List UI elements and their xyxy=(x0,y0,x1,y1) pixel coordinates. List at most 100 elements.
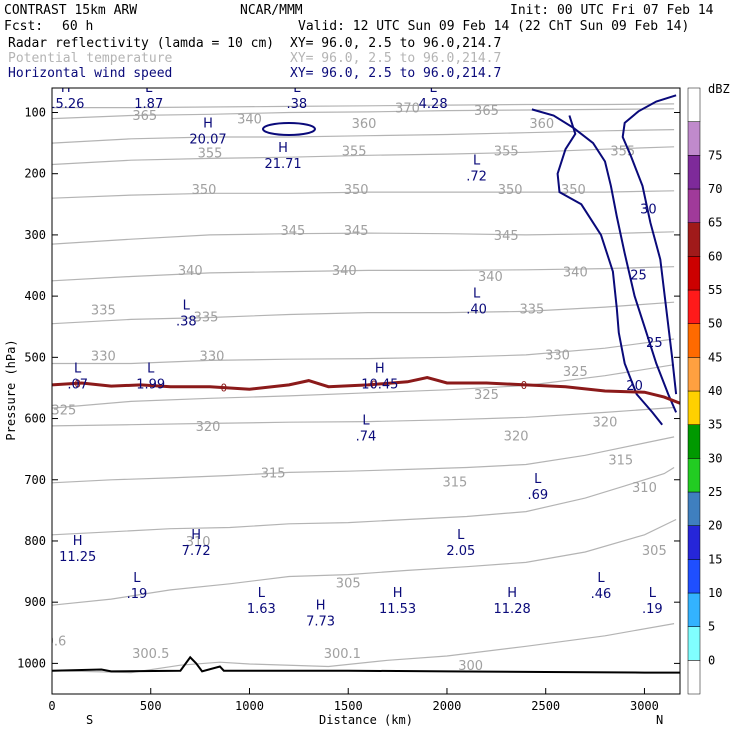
fcst-value: 60 h xyxy=(62,19,93,34)
colorbar-swatch xyxy=(687,660,701,695)
extremum-value: 20.07 xyxy=(189,133,226,148)
theta-contour-315 xyxy=(52,436,675,484)
theta-contour-310 xyxy=(52,466,675,536)
theta-contour-325 xyxy=(52,364,675,409)
theta-contour-335 xyxy=(52,301,675,325)
colorbar-swatch xyxy=(687,256,701,291)
colorbar-swatch xyxy=(687,357,701,392)
field-xy-1: XY= 96.0, 2.5 to 96.0,214.7 xyxy=(290,51,501,66)
extremum-value: .46 xyxy=(591,587,612,602)
theta-label: 350 xyxy=(344,183,369,198)
wind-contours xyxy=(261,94,678,426)
colorbar-swatch xyxy=(687,592,701,627)
colorbar-level: 60 xyxy=(708,249,722,263)
x-tick-label: 2500 xyxy=(531,699,560,713)
extremum-letter: H xyxy=(191,528,201,543)
colorbar-swatch xyxy=(687,491,701,526)
theta-label: 325 xyxy=(563,365,588,380)
extremum-value: 10.45 xyxy=(361,378,398,393)
x-tick-label: 0 xyxy=(48,699,55,713)
terrain-surface xyxy=(52,655,680,674)
theta-label: 350 xyxy=(561,183,586,198)
colorbar-swatch xyxy=(687,155,701,190)
extremum-letter: L xyxy=(133,571,141,586)
reflectivity-label: 0 xyxy=(371,378,378,391)
valid-time: Valid: 12 UTC Sun 09 Feb 14 (22 ChT Sun … xyxy=(298,19,689,34)
extremum-value: .74 xyxy=(356,430,377,445)
colorbar-swatch xyxy=(687,626,701,661)
wind-contour-small xyxy=(261,122,316,137)
y-tick-label: 500 xyxy=(24,350,46,364)
theta-contour-370 xyxy=(52,103,675,109)
extremum-value: .07 xyxy=(67,378,88,393)
extremum-letter: H xyxy=(278,141,288,156)
colorbar-level: 65 xyxy=(708,216,722,230)
colorbar: 0 5 10 15 20 25 30 35 40 45 50 55 60 65 70 75 xyxy=(687,87,722,695)
colorbar-swatch xyxy=(687,525,701,560)
extremum-letter: L xyxy=(258,586,266,601)
plot-border xyxy=(51,87,681,695)
theta-label: 340 xyxy=(332,264,357,279)
extremum-value: 1.63 xyxy=(247,602,276,617)
y-tick-label: 400 xyxy=(24,289,46,303)
wind-label: 25 xyxy=(630,269,647,284)
y-tick-label: 100 xyxy=(24,105,46,119)
colorbar-level: 40 xyxy=(708,384,722,398)
colorbar-level: 35 xyxy=(708,418,722,432)
theta-label: 365 xyxy=(474,104,499,119)
theta-label: 325 xyxy=(51,403,76,418)
wind-label: 25 xyxy=(646,336,663,351)
extremum-value: .19 xyxy=(127,587,148,602)
theta-label: 320 xyxy=(593,416,618,431)
extremum-value: 1.99 xyxy=(136,378,165,393)
y-axis-label: Pressure (hPa) xyxy=(4,339,18,440)
terrain-line xyxy=(52,655,680,674)
x-axis: 0 500 1000 1500 2000 2500 3000 xyxy=(48,688,659,713)
x-axis-label: Distance (km) xyxy=(319,713,413,727)
extremum-letter: H xyxy=(203,117,213,132)
theta-label: 340 xyxy=(563,266,588,281)
y-tick-label: 600 xyxy=(24,412,46,426)
theta-label: 325 xyxy=(474,388,499,403)
extremum-value: 11.53 xyxy=(379,602,416,617)
theta-contour-320 xyxy=(52,406,675,427)
theta-label: 330 xyxy=(545,348,570,363)
reflectivity-contour: 0 0 0 0 xyxy=(52,375,680,405)
theta-label: 370 xyxy=(395,102,420,117)
colorbar-swatch xyxy=(687,188,701,223)
y-tick-label: 800 xyxy=(24,534,46,548)
x-tick-label: 500 xyxy=(140,699,162,713)
theta-label: 345 xyxy=(281,224,306,239)
extremum-value: .38 xyxy=(176,315,197,330)
colorbar-level: 45 xyxy=(708,350,722,364)
theta-contour-330 xyxy=(52,338,675,365)
extremum-letter: H xyxy=(507,586,517,601)
extremum-letter: L xyxy=(534,472,542,487)
theta-label: 330 xyxy=(200,349,225,364)
header: CONTRAST 15km ARW NCAR/MMM Init: 00 UTC … xyxy=(4,3,714,81)
extremum-value: 7.72 xyxy=(182,544,211,559)
y-tick-label: 700 xyxy=(24,473,46,487)
theta-label: 340 xyxy=(237,113,262,128)
extremum-value: .19 xyxy=(642,602,663,617)
colorbar-swatch xyxy=(687,559,701,594)
extremum-letter: L xyxy=(362,414,370,429)
colorbar-swatch xyxy=(687,390,701,425)
theta-label: 350 xyxy=(498,183,523,198)
colorbar-swatch xyxy=(687,87,701,122)
colorbar-level: 0 xyxy=(708,653,715,667)
field-name-0: Radar reflectivity (lamda = 10 cm) xyxy=(8,36,274,51)
theta-label: 300.1 xyxy=(324,647,361,662)
extremum-value: 4.28 xyxy=(419,97,448,112)
theta-label: 310 xyxy=(632,481,657,496)
x-tick-label: 1000 xyxy=(235,699,264,713)
extremum-letter: L xyxy=(457,528,465,543)
field-xy-0: XY= 96.0, 2.5 to 96.0,214.7 xyxy=(290,36,501,51)
theta-label: 355 xyxy=(342,144,367,159)
theta-label: 300.5 xyxy=(132,647,169,662)
theta-label: 315 xyxy=(261,466,286,481)
theta-label: 315 xyxy=(442,476,467,491)
y-tick-label: 200 xyxy=(24,167,46,181)
colorbar-swatch xyxy=(687,458,701,493)
